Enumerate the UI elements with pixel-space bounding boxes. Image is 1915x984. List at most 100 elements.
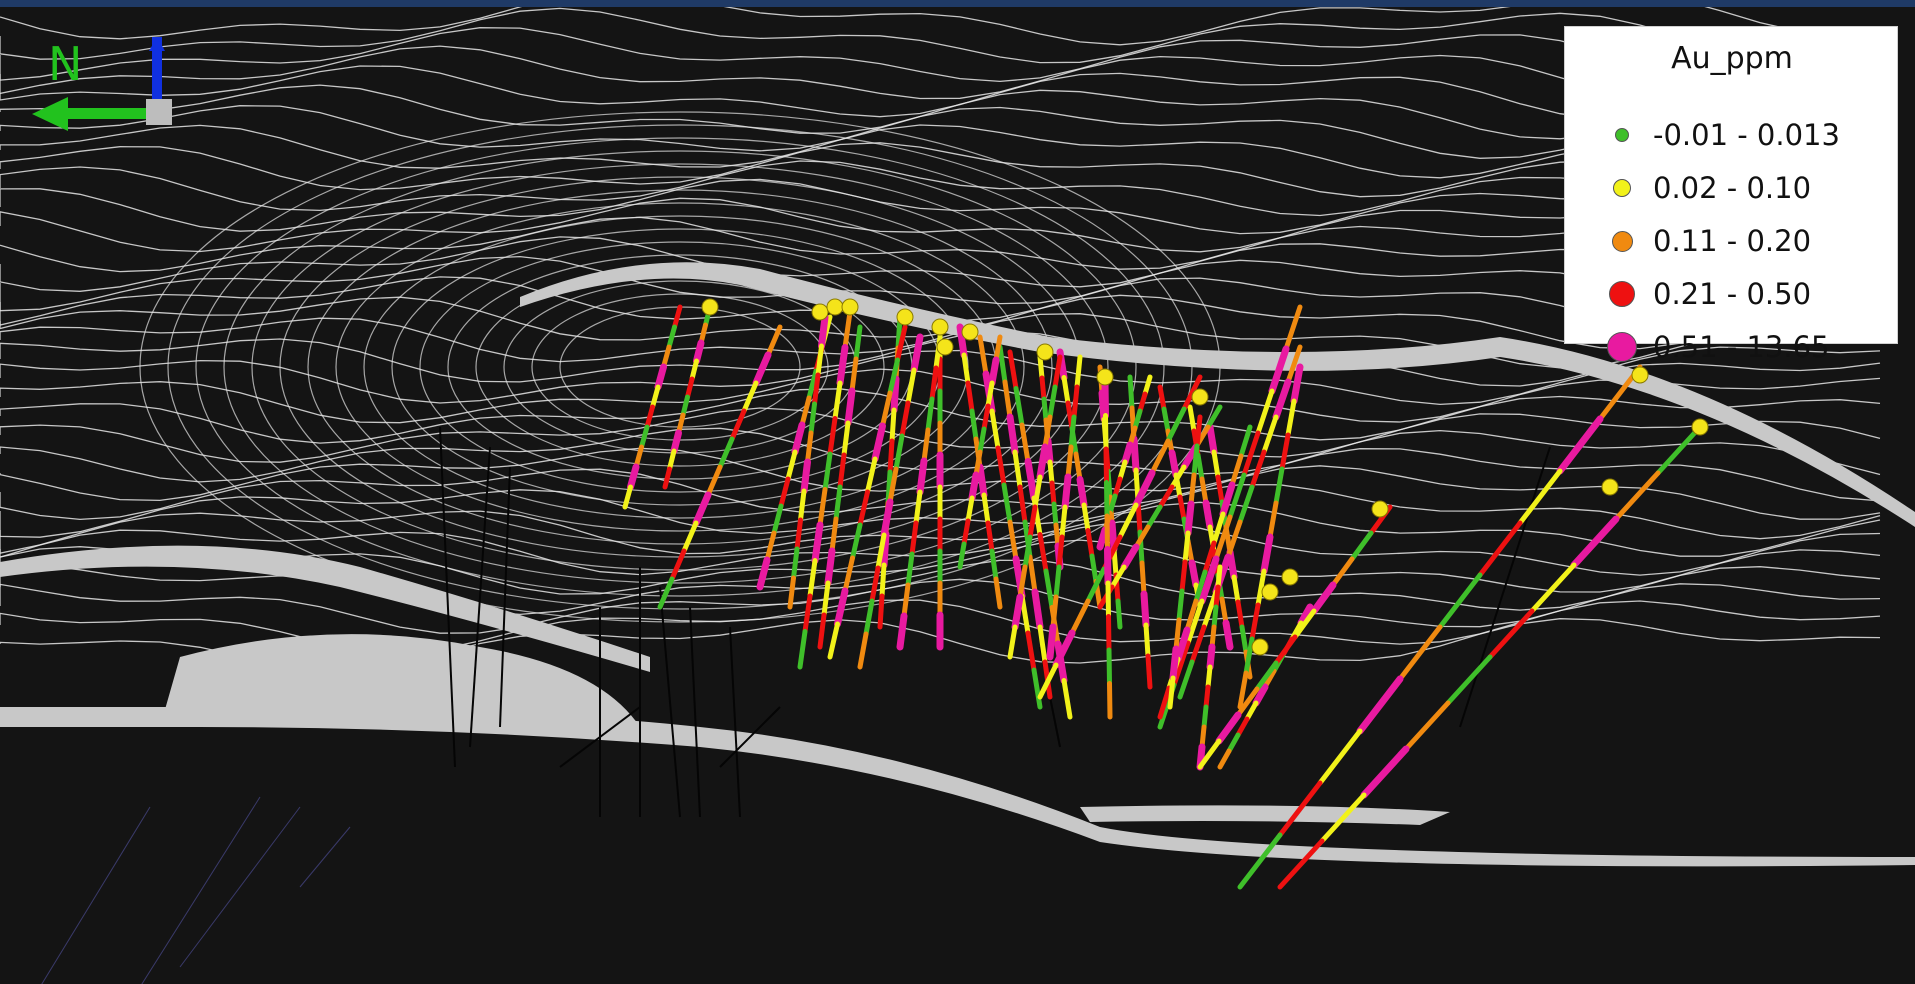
contour-line [0,7,1881,46]
drillhole-segment [639,424,650,450]
drillhole-segment [627,463,640,491]
drillhole-segment [989,548,999,582]
drillhole-segment [806,368,819,401]
contour-line [0,105,1881,159]
drillhole-segment [985,520,995,554]
drillhole-segment [1180,443,1200,471]
drillhole-segment [1403,700,1451,752]
drillhole-segment [1085,528,1095,559]
legend-entry-label: 0.21 - 0.50 [1653,277,1812,311]
drillhole-segment [717,436,735,470]
drillhole-segment [785,449,798,482]
drillhole-segment [973,449,983,478]
drillhole-segment [827,416,838,457]
drillhole-segment [1115,598,1123,630]
drillhole-segment [909,520,919,557]
drillhole-segment [925,396,935,433]
drillhole-segment [1017,564,1028,600]
drillhole-segment [1037,624,1048,665]
legend-entry-label: 0.02 - 0.10 [1653,171,1812,205]
drillhole-segment [887,438,895,475]
drillhole-segment [1085,566,1107,604]
drillhole-segment [802,593,813,634]
drillhole-segment [1241,430,1261,478]
drillhole-segment [1330,556,1355,588]
drillhole-segment [765,324,783,358]
contour-line [0,178,1881,235]
drillhole-segment [1194,414,1203,449]
contour-line [0,65,1881,120]
drillhole-segment [1012,449,1023,490]
drillhole-segment [1205,404,1223,430]
drillhole-segment [1168,449,1180,479]
drillhole-segment [1059,504,1068,540]
terrain-ridges [0,262,1915,867]
drillhole-collar-icon [896,308,914,326]
inactive-drillhole-trace [729,626,741,818]
drillhole-segment [965,495,975,524]
drillhole-segment [1103,446,1109,485]
drillhole-segment [1237,670,1249,710]
drillhole-segment [887,357,900,396]
drillhole-segment [1169,645,1180,682]
drillhole-segment [1031,588,1044,631]
drillhole-segment [879,562,887,599]
drillhole-segment [741,380,759,414]
drillhole-segment [1283,304,1303,352]
legend-entry: 0.02 - 0.10 [1605,163,1895,213]
drillhole-segment [829,516,839,554]
terrain-ridge [0,545,650,672]
drillhole-segment [1127,374,1135,411]
drillhole-segment [669,548,687,582]
drillhole-segment [1052,354,1063,390]
drillhole-segment [1217,748,1232,770]
drillhole-segment [1089,553,1099,584]
drillhole-segment [842,309,853,350]
drillhole-segment [832,380,843,421]
drillhole-segment [822,451,833,492]
drillhole-segment [667,448,677,472]
drillhole-segment [1310,581,1337,615]
drillhole-segment [798,488,807,523]
legend-swatch-icon [1607,332,1637,362]
inactive-drillhole-trace [439,426,456,768]
drillhole-segment [1215,474,1225,505]
contour-line [0,27,1881,83]
orientation-axes-widget [32,37,172,131]
drillhole-segment [889,407,897,444]
drillhole-segment [1130,435,1140,474]
drillhole-segment [1235,686,1260,718]
drillhole-collars[interactable] [701,298,1709,656]
drillhole-segment [787,575,796,610]
contour-line [0,368,1881,424]
drillhole-segment [1189,624,1207,665]
drillhole-segment [1076,476,1088,509]
drillhole-segment [1277,780,1323,838]
terrain-ridge [160,634,640,727]
drillhole-segment [880,390,893,429]
drillhole-segment [824,547,836,587]
drillhole-segment [1132,469,1156,509]
drillhole-segment [1104,546,1112,587]
drillhole-segment [705,464,723,498]
drillhole-segment [1185,598,1205,646]
drillhole-segment [1360,745,1410,799]
drillhole-segment [729,408,747,442]
drillhole-segment [1273,634,1298,666]
drillhole-segment [1001,482,1013,525]
drillhole-segment [1169,464,1187,490]
drillhole-collar-icon [841,298,859,316]
drillhole-segment [778,476,791,509]
drillhole-segment [1205,664,1213,690]
drillhole-segment [756,556,771,591]
legend-swatch-icon [1611,230,1633,252]
drillhole-segment [977,426,987,455]
drillhole-collar-icon [701,298,719,316]
north-axis-label: N [48,37,83,91]
terrain-ridge [0,707,1915,867]
drillhole-traces[interactable] [622,304,1703,890]
drillhole-segment [1061,473,1072,511]
legend-entry: 0.11 - 0.20 [1605,216,1895,266]
terrain-drillhole-scene[interactable] [0,7,1915,984]
drillhole-segment [1157,484,1175,510]
